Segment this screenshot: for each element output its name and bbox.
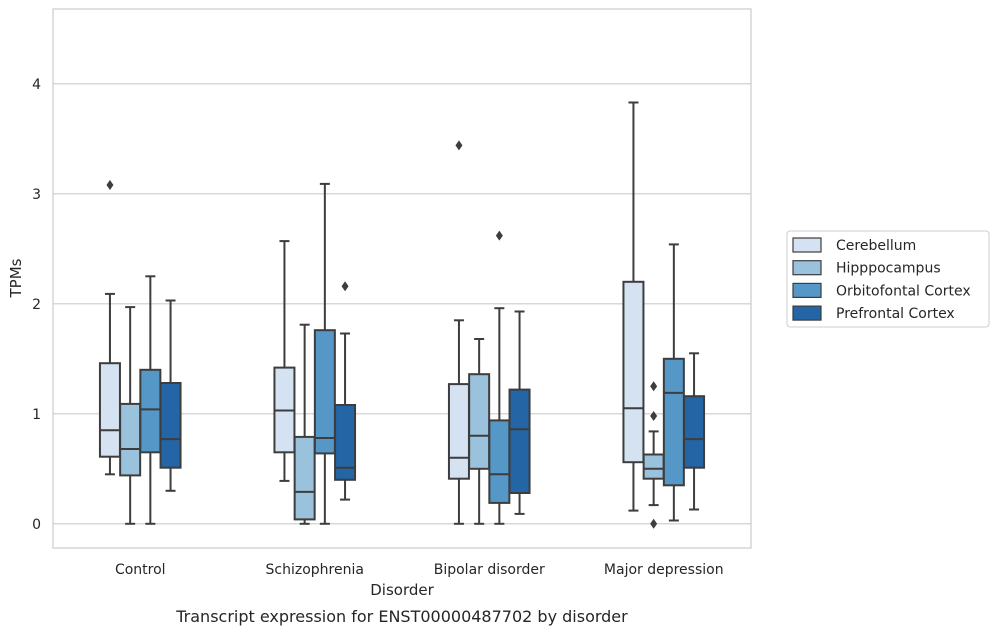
box-iqr <box>159 382 182 469</box>
legend-swatch <box>792 237 822 253</box>
y-tick-label: 2 <box>32 297 41 313</box>
box-iqr <box>642 453 665 480</box>
outlier-point <box>495 230 503 241</box>
outlier-point <box>650 411 658 421</box>
y-tick-label: 4 <box>32 77 41 93</box>
box-iqr <box>508 388 531 495</box>
box-iqr <box>334 404 357 481</box>
legend-swatch <box>792 282 822 298</box>
chart-caption: Transcript expression for ENST0000048770… <box>175 607 628 626</box>
box-iqr <box>622 280 645 464</box>
box-iqr <box>683 395 706 469</box>
legend-swatch <box>792 260 822 276</box>
box-prefrontal-cortex <box>683 352 706 511</box>
box-cerebellum <box>98 180 121 476</box>
box-iqr <box>98 362 121 458</box>
outlier-point <box>650 381 658 392</box>
x-tick-label: Major depression <box>604 562 724 578</box>
box-groups <box>98 101 706 529</box>
box-orbitofontal-cortex <box>488 230 511 525</box>
outlier-point <box>650 518 658 529</box>
box-iqr <box>488 419 511 504</box>
box-iqr <box>293 435 316 521</box>
x-tick-label: Schizophrenia <box>266 562 364 578</box>
box-cerebellum <box>622 101 645 512</box>
y-axis-ticks: 0 1 2 3 4 <box>32 77 41 533</box>
y-tick-label: 1 <box>32 407 41 423</box>
box-iqr <box>119 402 142 477</box>
x-tick-label: Bipolar disorder <box>434 562 545 578</box>
box-hipppocampus <box>293 323 316 525</box>
box-cerebellum <box>447 140 470 525</box>
legend-label: Prefrontal Cortex <box>836 306 955 322</box>
outlier-point <box>455 140 463 151</box>
box-iqr <box>447 383 470 480</box>
box-hipppocampus <box>642 381 665 529</box>
legend-label: Orbitofontal Cortex <box>836 283 971 299</box>
legend-label: Cerebellum <box>836 238 916 254</box>
box-prefrontal-cortex <box>159 299 182 492</box>
x-axis-label: Disorder <box>370 581 434 599</box>
outlier-point <box>341 281 349 292</box>
box-orbitofontal-cortex <box>139 275 162 525</box>
box-orbitofontal-cortex <box>313 182 336 525</box>
x-axis-ticks: Control Schizophrenia Bipolar disorder Majo… <box>115 562 724 578</box>
legend-frame <box>786 230 990 328</box>
x-tick-label: Control <box>115 562 166 578</box>
outlier-point <box>106 180 114 190</box>
legend-label: Hipppocampus <box>836 261 941 277</box>
box-hipppocampus <box>119 306 142 525</box>
box-iqr <box>139 368 162 454</box>
box-cerebellum <box>273 240 296 482</box>
y-tick-label: 0 <box>32 517 41 533</box>
box-iqr <box>313 329 336 455</box>
legend: Cerebellum Hipppocampus Orbitofontal Corte… <box>786 230 990 328</box>
legend-swatch <box>792 305 822 321</box>
box-iqr <box>468 373 491 470</box>
legend-items: Cerebellum Hipppocampus Orbitofontal Corte… <box>792 237 971 322</box>
y-axis-label: TPMs <box>7 258 25 298</box>
box-iqr <box>662 357 685 487</box>
y-tick-label: 3 <box>32 187 41 203</box>
box-prefrontal-cortex <box>334 281 357 501</box>
box-prefrontal-cortex <box>508 310 531 515</box>
